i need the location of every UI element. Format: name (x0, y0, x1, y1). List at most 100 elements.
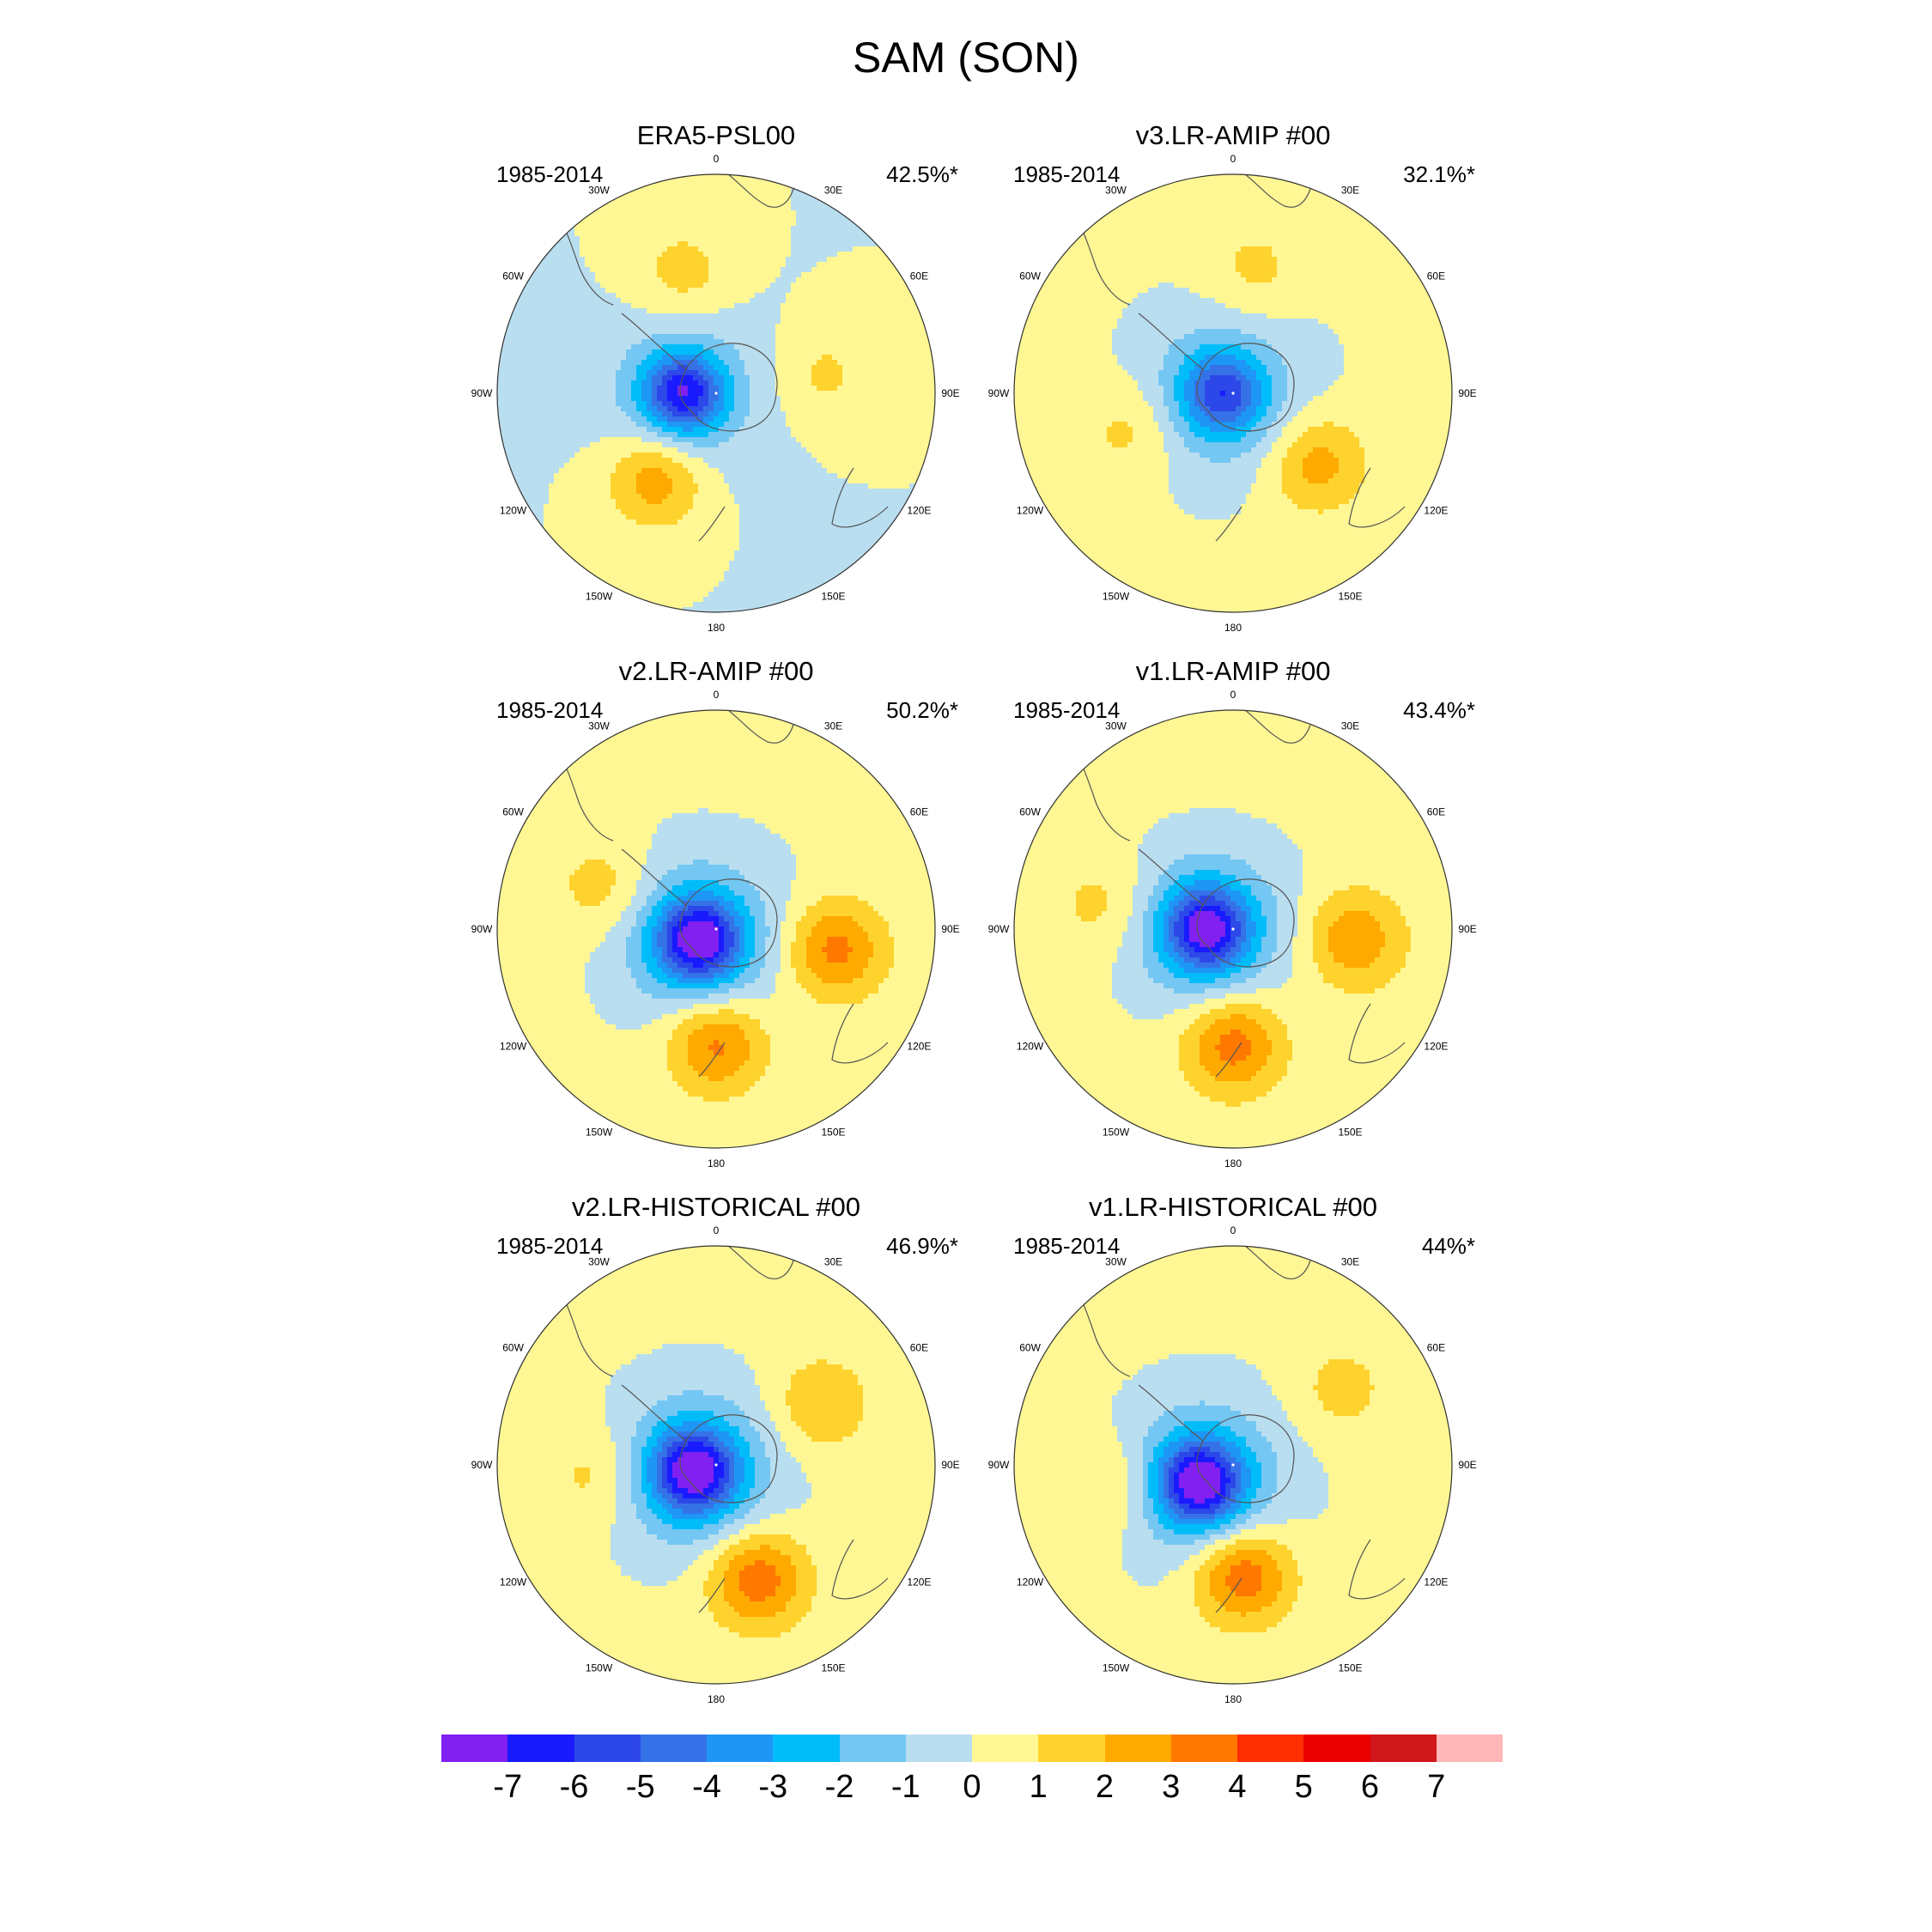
pole-marker (714, 1463, 718, 1467)
longitude-label: 120E (907, 505, 931, 517)
map-boundary (496, 173, 936, 613)
polar-map: 0 30E 60E 90E 120E 150E 180 150W 120W 90W 60W 30W (471, 689, 960, 1170)
colorbar-tick-label: 6 (1361, 1769, 1379, 1806)
colorbar-swatch (640, 1735, 707, 1762)
longitude-label: 150W (1103, 1126, 1130, 1138)
colorbar-swatch (1303, 1735, 1370, 1762)
polar-map: 0 30E 60E 90E 120E 150E 180 150W 120W 90W 60W 30W (988, 153, 1477, 634)
colorbar-swatch (507, 1735, 574, 1762)
pole-marker (1231, 392, 1235, 395)
longitude-label: 30E (824, 720, 842, 732)
colorbar-tick-label: 1 (1030, 1769, 1048, 1806)
longitude-label: 120E (1424, 1577, 1448, 1589)
colorbar-tick-label: -3 (758, 1769, 787, 1806)
map-boundary (496, 1245, 936, 1685)
longitude-label: 90E (1458, 387, 1476, 399)
longitude-label: 30W (1105, 185, 1127, 197)
polar-map: 0 30E 60E 90E 120E 150E 180 150W 120W 90W 60W 30W (988, 689, 1477, 1170)
longitude-label: 60W (1019, 270, 1041, 283)
panel-v2-lr-amip: 0 30E 60E 90E 120E 150E 180 150W 120W 90W 60W 30W v… (441, 656, 991, 1171)
longitude-label: 180 (1224, 1157, 1242, 1170)
longitude-label: 150E (821, 1126, 845, 1138)
longitude-label: 180 (708, 1693, 725, 1705)
colorbar-swatch (441, 1735, 508, 1762)
contour-field (1014, 174, 1452, 612)
panel-period: 1985-2014 (496, 697, 603, 724)
longitude-label: 120W (500, 1577, 527, 1589)
longitude-label: 90E (941, 923, 959, 935)
longitude-label: 90W (471, 923, 493, 935)
longitude-label: 120E (1424, 1041, 1448, 1053)
longitude-label: 60W (502, 270, 524, 283)
longitude-label: 90W (471, 387, 493, 399)
longitude-label: 150E (1338, 1126, 1362, 1138)
panel-era5-psl00: 0 30E 60E 90E 120E 150E 180 150W 120W 90W 60W 30W E… (441, 120, 991, 635)
longitude-label: 120W (1017, 1041, 1044, 1053)
longitude-label: 180 (708, 622, 725, 634)
panel-v1-lr-amip: 0 30E 60E 90E 120E 150E 180 150W 120W 90W 60W 30W v… (958, 656, 1508, 1171)
longitude-label: 60W (1019, 1342, 1041, 1354)
longitude-label: 60E (1427, 270, 1445, 283)
panel-title: v3.LR-AMIP #00 (958, 120, 1508, 151)
longitude-label: 150W (1103, 590, 1130, 602)
map-boundary (1013, 709, 1453, 1149)
colorbar-tick-label: 0 (963, 1769, 981, 1806)
longitude-label: 90W (988, 923, 1010, 935)
panel-period: 1985-2014 (1013, 697, 1120, 724)
longitude-label: 60W (502, 1342, 524, 1354)
colorbar-swatch (905, 1735, 972, 1762)
longitude-label: 30E (824, 1256, 842, 1268)
longitude-label: 60E (1427, 1342, 1445, 1354)
colorbar-swatch (1370, 1735, 1437, 1762)
longitude-label: 180 (708, 1157, 725, 1170)
longitude-label: 60E (910, 1342, 928, 1354)
longitude-label: 30E (1341, 720, 1359, 732)
colorbar-tick-label: -1 (891, 1769, 920, 1806)
longitude-label: 90E (1458, 1459, 1476, 1471)
colorbar-swatch (1237, 1735, 1304, 1762)
longitude-label: 0 (1230, 1224, 1236, 1236)
longitude-label: 120W (1017, 1577, 1044, 1589)
panel-variance: 44%* (1422, 1233, 1475, 1260)
polar-map: 0 30E 60E 90E 120E 150E 180 150W 120W 90W 60W 30W (988, 1224, 1477, 1705)
longitude-label: 180 (1224, 622, 1242, 634)
colorbar-swatch (1038, 1735, 1105, 1762)
contour-field (497, 174, 935, 612)
colorbar-tick-label: 3 (1162, 1769, 1180, 1806)
longitude-label: 120E (907, 1577, 931, 1589)
colorbar (441, 1735, 1503, 1762)
longitude-label: 0 (714, 1224, 720, 1236)
longitude-label: 30E (824, 185, 842, 197)
colorbar-tick-label: 2 (1096, 1769, 1114, 1806)
longitude-label: 90E (941, 1459, 959, 1471)
panel-period: 1985-2014 (496, 1233, 603, 1260)
colorbar-tick-label: -6 (560, 1769, 589, 1806)
colorbar-tick-label: 5 (1295, 1769, 1313, 1806)
longitude-label: 150E (821, 590, 845, 602)
panel-v1-lr-historical: 0 30E 60E 90E 120E 150E 180 150W 120W 90W 60W 30W v… (958, 1192, 1508, 1707)
colorbar-swatch (1170, 1735, 1237, 1762)
longitude-label: 150W (1103, 1662, 1130, 1674)
longitude-label: 60E (910, 270, 928, 283)
longitude-label: 90E (1458, 923, 1476, 935)
longitude-label: 120E (1424, 505, 1448, 517)
longitude-label: 30E (1341, 185, 1359, 197)
figure-title: SAM (SON) (0, 33, 1932, 82)
pole-marker (1231, 927, 1235, 931)
longitude-label: 90W (988, 1459, 1010, 1471)
colorbar-tick-label: -2 (825, 1769, 854, 1806)
panel-title: ERA5-PSL00 (441, 120, 991, 151)
longitude-label: 0 (714, 153, 720, 165)
longitude-label: 120W (500, 505, 527, 517)
longitude-label: 0 (714, 689, 720, 701)
longitude-label: 120E (907, 1041, 931, 1053)
longitude-label: 0 (1230, 153, 1236, 165)
longitude-label: 90W (471, 1459, 493, 1471)
panel-variance: 42.5%* (886, 161, 958, 188)
panel-v2-lr-historical: 0 30E 60E 90E 120E 150E 180 150W 120W 90W 60W 30W v… (441, 1192, 991, 1707)
panel-variance: 32.1%* (1403, 161, 1475, 188)
polar-map: 0 30E 60E 90E 120E 150E 180 150W 120W 90W 60W 30W (471, 1224, 960, 1705)
longitude-label: 90W (988, 387, 1010, 399)
panel-v3-lr-amip: 0 30E 60E 90E 120E 150E 180 150W 120W 90W 60W 30W v… (958, 120, 1508, 635)
panel-variance: 50.2%* (886, 697, 958, 724)
